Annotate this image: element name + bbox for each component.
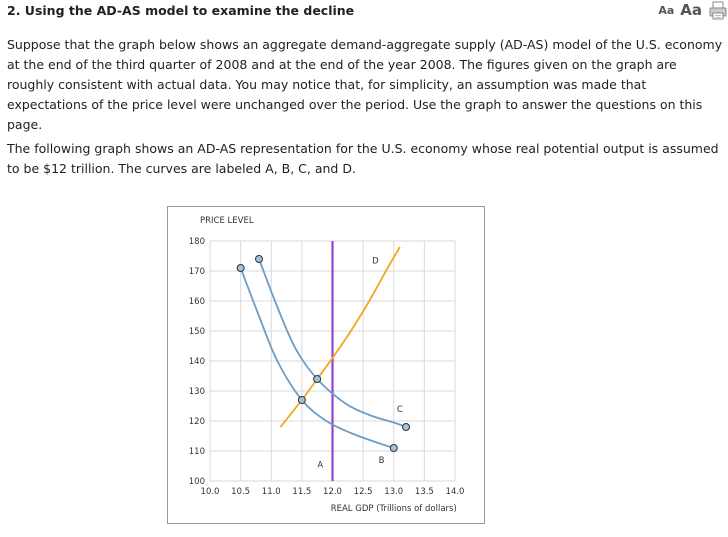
decrease-font-button[interactable]: Aa xyxy=(658,3,675,17)
curve-b xyxy=(239,267,395,449)
intro-paragraph: Suppose that the graph below shows an ag… xyxy=(7,37,723,132)
increase-font-button[interactable]: Aa xyxy=(680,1,702,19)
y-axis-label: PRICE LEVEL xyxy=(200,216,254,226)
y-tick-label: 160 xyxy=(189,297,205,307)
curve-c-label: C xyxy=(397,405,403,415)
curve-b-label: B xyxy=(379,456,385,466)
curve-c xyxy=(258,258,407,428)
print-icon[interactable] xyxy=(708,0,728,20)
curve-d-label: D xyxy=(372,257,379,267)
x-tick-label: 10.5 xyxy=(231,487,250,497)
x-tick-label: 12.5 xyxy=(354,487,373,497)
x-tick-label: 13.5 xyxy=(415,487,434,497)
x-tick-label: 12.0 xyxy=(323,487,342,497)
curve-c-endpoint-handle xyxy=(402,423,410,431)
y-tick-label: 130 xyxy=(189,387,205,397)
curve-a-label: A xyxy=(317,461,323,471)
curve-c-endpoint-handle xyxy=(255,255,263,263)
x-tick-label: 11.0 xyxy=(262,487,281,497)
graph-description-paragraph: The following graph shows an AD-AS repre… xyxy=(7,141,719,176)
intersection-point xyxy=(313,375,322,383)
y-tick-label: 180 xyxy=(189,237,205,247)
font-size-controls: Aa Aa xyxy=(658,0,728,20)
y-tick-label: 100 xyxy=(189,477,205,487)
y-tick-label: 120 xyxy=(189,417,205,427)
y-tick-label: 150 xyxy=(189,327,205,337)
x-tick-label: 14.0 xyxy=(446,487,465,497)
intersection-point xyxy=(297,396,306,404)
x-tick-label: 11.5 xyxy=(292,487,311,497)
y-tick-label: 170 xyxy=(189,267,205,277)
question-heading: 2. Using the AD-AS model to examine the … xyxy=(7,3,355,18)
x-tick-label: 10.0 xyxy=(201,487,220,497)
x-tick-label: 13.0 xyxy=(384,487,403,497)
curve-b-endpoint-handle xyxy=(389,444,398,452)
ad-as-chart: 10.0 10.5 11.0 11.5 12.0 12.5 13.0 13.5 14.0 100 1… xyxy=(167,206,485,524)
x-axis-label: REAL GDP (Trillions of dollars) xyxy=(331,504,457,514)
y-tick-label: 110 xyxy=(189,447,205,457)
curve-b-endpoint-handle xyxy=(236,264,245,272)
y-tick-label: 140 xyxy=(189,357,205,367)
ad-as-chart-svg: 10.0 10.5 11.0 11.5 12.0 12.5 13.0 13.5 14.0 100 1… xyxy=(189,216,465,514)
